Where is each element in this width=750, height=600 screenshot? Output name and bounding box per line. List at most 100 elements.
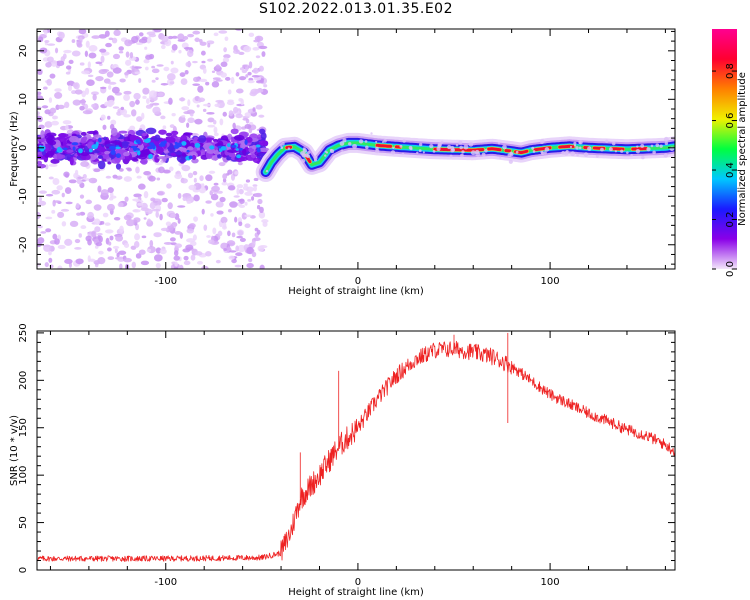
noise-blob [119,225,124,234]
noise-blob [150,197,156,202]
ridge-speckle [663,136,669,142]
noise-blob [212,77,221,80]
noise-blob [147,218,152,224]
ridge-speckle [630,154,633,157]
noise-blob [50,60,58,67]
band-hotspot [56,146,62,153]
band-hotspot [220,146,227,151]
noise-blob [141,112,145,120]
ridge-speckle [595,155,599,158]
noise-blob [169,81,175,85]
noise-blob [100,86,107,90]
noise-blob [235,252,243,257]
noise-blob [138,78,142,83]
band-blob [240,142,246,150]
noise-blob [244,191,253,196]
noise-blob [235,72,240,77]
x-tick-label-2: 100 [541,577,560,588]
noise-blob [107,247,112,252]
noise-blob [174,243,183,249]
noise-blob [177,33,185,41]
noise-blob [48,250,52,256]
noise-blob [168,166,174,172]
noise-blob [252,67,260,74]
noise-blob [183,260,191,266]
noise-blob [68,179,77,184]
noise-blob [183,255,189,261]
noise-blob [220,216,228,224]
noise-blob [201,208,205,215]
noise-blob [217,190,223,194]
ridge-speckle [438,143,442,148]
noise-blob [244,214,252,218]
band-hotspot [236,154,242,159]
noise-blob [118,168,124,172]
noise-blob [181,42,189,49]
noise-blob [97,185,102,193]
ridge-speckle [481,152,486,157]
band-blob [80,131,87,136]
noise-blob [76,212,81,216]
noise-blob [167,202,173,210]
band-hotspot [160,141,166,145]
band-hotspot [148,153,153,160]
noise-blob [85,235,92,242]
noise-blob [248,61,253,69]
noise-blob [149,201,156,210]
noise-blob [202,67,207,74]
colorbar-tick-label: 0.6 [725,113,736,129]
noise-blob [51,120,59,126]
ridge-speckle [418,142,423,147]
noise-blob [123,176,133,182]
band-blob [230,128,239,135]
noise-blob [40,231,47,234]
noise-blob [194,118,203,125]
heatmap-layer [37,29,675,269]
noise-blob [45,228,52,233]
band-blob [162,156,167,163]
ridge-speckle [470,150,476,156]
noise-blob [124,71,129,76]
noise-blob [201,60,206,64]
noise-blob [161,197,168,203]
noise-blob [247,199,252,202]
noise-blob [180,78,188,85]
ridge-speckle [531,146,535,150]
noise-blob [253,185,257,192]
ridge-speckle [402,139,406,143]
noise-blob [96,232,103,236]
noise-blob [215,64,221,69]
band-hotspot [235,148,239,151]
noise-blob [133,66,142,69]
noise-blob [258,114,265,118]
ridge-speckle [569,145,573,149]
noise-blob [145,98,150,105]
noise-blob [52,178,60,186]
noise-blob [215,259,221,264]
noise-blob [235,245,240,252]
ridge-speckle [578,146,582,150]
band-blob [145,127,157,135]
ridge-speckle [329,148,333,152]
ridge-speckle [509,152,514,157]
noise-blob [151,79,156,83]
noise-blob [156,64,164,67]
noise-blob [45,61,52,68]
noise-blob [38,196,42,202]
noise-blob [48,257,53,263]
noise-blob [236,184,244,189]
noise-blob [186,228,195,234]
ridge-speckle [383,138,387,143]
band-hotspot [238,147,243,151]
ridge-speckle [587,146,592,151]
band-hotspot [78,148,83,154]
noise-blob [259,264,265,269]
band-hotspot [135,139,141,144]
noise-blob [181,164,191,172]
noise-blob [107,187,114,193]
ridge-speckle [265,169,269,173]
noise-blob [177,205,186,208]
noise-blob [61,221,67,227]
band-blob [52,153,64,160]
noise-blob [257,198,263,205]
